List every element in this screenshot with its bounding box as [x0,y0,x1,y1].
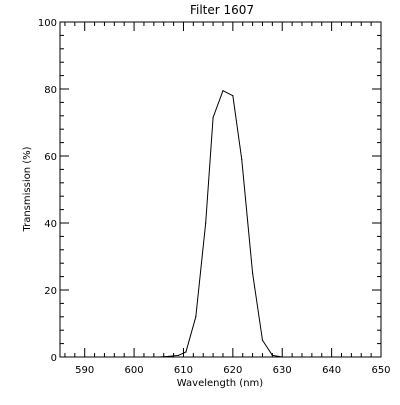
data-point [205,222,207,224]
x-tick-label: 590 [75,365,94,376]
data-point [212,116,214,119]
data-point [222,90,224,92]
y-tick-label: 60 [44,152,57,163]
x-tick-label: 600 [125,365,144,376]
x-tick-label: 610 [174,365,193,376]
y-tick-label: 0 [51,353,57,364]
data-point [177,354,180,356]
y-tick-label: 100 [38,18,57,29]
chart-title: Filter 1607 [190,3,254,17]
y-tick-label: 80 [44,85,57,96]
data-point [185,351,187,353]
plot-frame [59,21,382,358]
data-point [232,95,234,97]
x-tick-label: 650 [371,365,390,376]
x-tick-label: 620 [223,365,242,376]
data-point [261,339,264,341]
data-point [241,158,243,160]
data-point [252,272,254,274]
x-tick-label: 630 [273,365,292,376]
y-tick-label: 40 [44,219,57,230]
x-tick-label: 640 [322,365,341,376]
data-point [271,354,273,356]
axis-ticks: 590 600 610 620 630 640 650 0 20 40 60 80 100 [38,18,391,376]
x-axis-label: Wavelength (nm) [177,378,263,389]
y-axis-label: Transmission (%) [22,146,33,232]
y-tick-label: 20 [44,286,57,297]
series-line-transmission [158,89,283,358]
plot-area [158,89,283,358]
data-point [195,316,197,318]
